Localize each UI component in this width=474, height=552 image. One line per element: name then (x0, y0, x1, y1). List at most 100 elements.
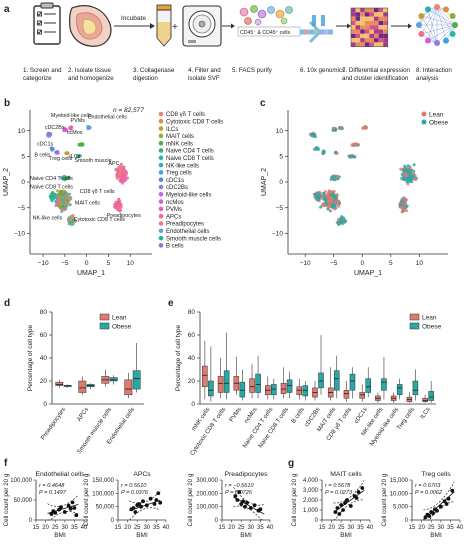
box-obese (318, 372, 324, 389)
cell-point (340, 215, 344, 219)
network-node (449, 13, 456, 19)
cell-point (323, 190, 327, 194)
stat-label: P = 0.1497 (39, 490, 67, 496)
step-caption: 6. 10x genomics (300, 67, 345, 74)
legend-label: Smooth muscle cells (166, 236, 221, 242)
stat-label: r = 0.6703 (415, 483, 441, 489)
tissue-icon (69, 5, 112, 47)
box-obese (365, 378, 371, 393)
stat-label: r = −0.5610 (225, 483, 255, 489)
data-point (337, 512, 342, 516)
y-axis-label: Cell count per 20 g (3, 473, 10, 526)
x-tick-label: 25 (134, 525, 141, 531)
box-obese (255, 373, 261, 393)
x-tick-label: 30 (247, 525, 254, 531)
data-point (348, 504, 353, 508)
step-caption: 3. Collagenase (133, 67, 175, 74)
heatmap-cell (369, 38, 374, 43)
network-edge (427, 9, 456, 26)
cell-point (115, 173, 119, 177)
cell-point (319, 205, 323, 209)
cell-point (402, 176, 406, 180)
cluster-label: B cells (34, 152, 50, 158)
y-tick-label: 10,000 (390, 491, 409, 497)
legend-swatch (409, 322, 420, 330)
umap-b-plot: −10 −5 0 5 10 10 5 0 −5 −10 UMAP_1 UMAP_2 n = 82,577… (3, 107, 223, 277)
cluster-label: cDC2Bs (45, 125, 65, 131)
data-point (154, 498, 159, 502)
incubate-label: Incubate (121, 15, 146, 22)
heatmap-cell (383, 29, 388, 34)
boxplot-d: 0 20 40 60 80 Percentage of cell type Preadipo… (27, 309, 144, 455)
category-label: cDC1s (354, 407, 369, 425)
heatmap-cell (355, 29, 361, 34)
heatmap-cell (364, 12, 370, 17)
heatmap-cell (369, 33, 374, 39)
y-tick-label: 10 (18, 128, 26, 135)
network-edge (436, 6, 447, 41)
box-obese (271, 384, 277, 396)
legend-swatch (158, 199, 164, 204)
y-tick-label: 80 (188, 309, 196, 316)
cell-point (405, 174, 408, 178)
network-edge (436, 6, 456, 26)
x-axis-label: UMAP_1 (77, 270, 105, 277)
data-point (239, 502, 244, 506)
heatmap-cell (355, 12, 361, 17)
cell-point (58, 203, 61, 207)
legend-label: Lean (112, 315, 127, 322)
y-axis-label: Cell count per 20 g (83, 473, 90, 526)
heatmap-cell (364, 38, 370, 43)
y-tick-label: 0 (43, 401, 47, 408)
y-tick-label: 2,000 (303, 498, 319, 504)
data-point (131, 506, 136, 510)
y-tick-label: 0 (279, 179, 283, 186)
heatmap-cell (369, 29, 374, 34)
heatmap-cell (360, 20, 365, 26)
data-point (438, 504, 443, 509)
cell-point (338, 217, 342, 221)
stat-label: r = 0.4648 (39, 483, 65, 489)
legend-label: cDC2Bs (166, 185, 188, 191)
legend-label: NK-like cells (166, 163, 199, 169)
network-node (425, 6, 431, 13)
legend-swatch (409, 313, 420, 321)
cell-point (65, 176, 69, 180)
network-edge (436, 24, 456, 44)
x-tick-label: 30 (61, 525, 68, 531)
legend-swatch (158, 235, 164, 241)
cell-point (50, 194, 54, 198)
legend-swatch (158, 228, 164, 234)
x-tick-label: 15 (319, 525, 326, 531)
x-tick-label: 15 (33, 525, 40, 531)
heatmap-frame (350, 7, 389, 48)
confidence-band (47, 494, 79, 507)
cell-point (403, 164, 407, 168)
x-tick-label: 30 (347, 525, 354, 531)
data-point (53, 510, 58, 515)
cell-point (81, 142, 85, 146)
cell-point (329, 190, 332, 194)
heatmap-cell (374, 20, 379, 26)
legend-label: Obese (429, 119, 449, 126)
data-point (233, 494, 238, 498)
data-point (139, 504, 143, 509)
cell-point (337, 204, 341, 208)
heatmap-cell (378, 8, 384, 13)
category-label: Myeloid-like cells (369, 407, 400, 448)
network-edge (421, 15, 438, 44)
legend-label: APCs (166, 214, 181, 220)
x-tick-label: 0 (85, 260, 89, 267)
y-tick-label: −10 (272, 231, 283, 238)
cell-mixture-icon (239, 5, 293, 26)
heatmap-cell (369, 16, 374, 21)
droplet-flow-icon (300, 15, 333, 44)
cluster-label: Naive CD8 T cells (30, 185, 73, 191)
x-tick-label: −10 (38, 260, 49, 267)
data-point (241, 499, 246, 504)
cell-point (56, 189, 59, 193)
x-axis-label: BMI (54, 532, 66, 539)
x-tick-label: 15 (409, 525, 416, 531)
data-point (345, 498, 349, 502)
heatmap-cell (383, 8, 388, 13)
